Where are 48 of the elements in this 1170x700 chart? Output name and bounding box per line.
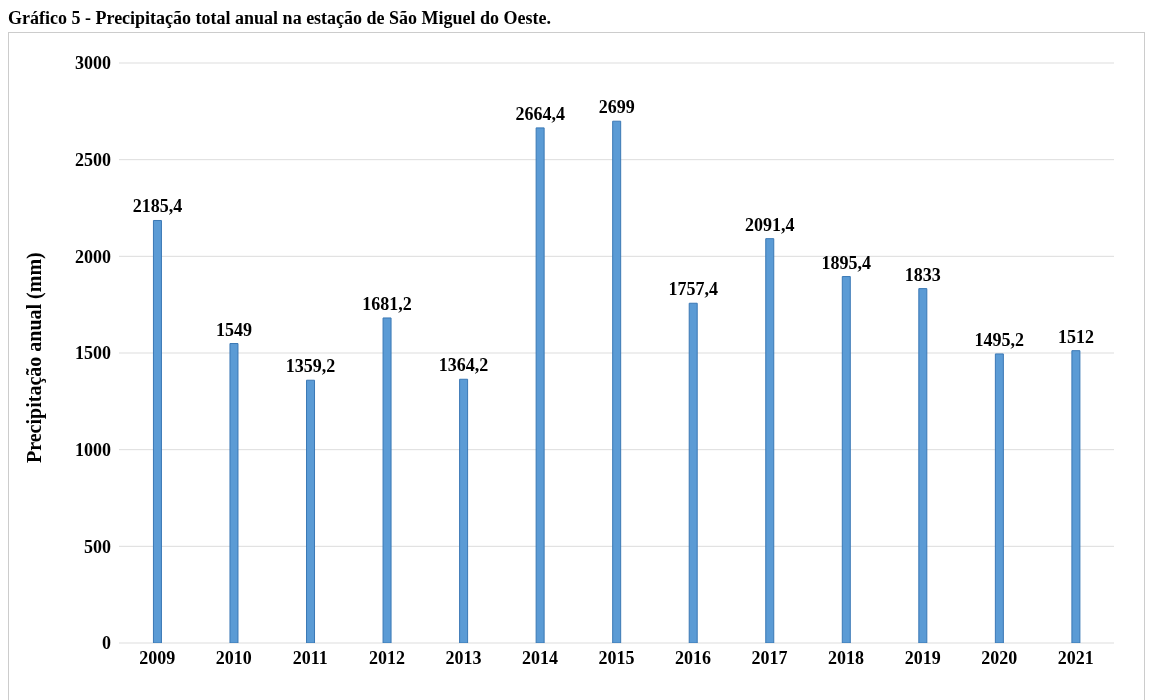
y-tick-label: 2500 <box>75 150 111 171</box>
y-tick-label: 1500 <box>75 343 111 364</box>
data-label: 2664,4 <box>515 103 565 124</box>
data-label: 1364,2 <box>438 355 489 376</box>
y-tick-label: 500 <box>84 536 111 557</box>
bar <box>688 302 698 643</box>
bar <box>994 353 1004 643</box>
x-tick-label: 2017 <box>751 647 788 668</box>
y-tick-label: 2000 <box>75 246 111 267</box>
x-tick-label: 2014 <box>521 647 558 668</box>
bar <box>229 343 239 643</box>
x-tick-label: 2015 <box>598 647 635 668</box>
bar <box>382 317 392 643</box>
x-tick-label: 2012 <box>368 647 405 668</box>
bar <box>841 276 851 643</box>
bar <box>152 219 162 643</box>
x-tick-label: 2009 <box>139 647 176 668</box>
y-axis-title: Precipitação anual (mm) <box>23 252 47 463</box>
data-label: 1495,2 <box>974 329 1025 350</box>
data-label: 1895,4 <box>821 252 872 273</box>
bar <box>459 378 469 643</box>
data-label: 1681,2 <box>362 293 412 314</box>
bar <box>765 238 775 643</box>
data-label: 1549 <box>215 319 252 340</box>
data-label: 2185,4 <box>132 196 183 217</box>
bar <box>1071 350 1081 643</box>
x-tick-label: 2013 <box>445 647 482 668</box>
data-label: 2699 <box>598 97 635 118</box>
bar <box>535 127 545 643</box>
y-tick-label: 3000 <box>75 53 111 74</box>
data-label: 1757,4 <box>668 279 718 300</box>
y-tick-label: 1000 <box>75 440 111 461</box>
y-tick-label: 0 <box>102 633 111 654</box>
data-label: 1359,2 <box>285 356 336 377</box>
data-label: 1512 <box>1057 326 1094 347</box>
x-tick-label: 2020 <box>981 647 1018 668</box>
x-tick-label: 2021 <box>1057 647 1094 668</box>
x-tick-label: 2018 <box>828 647 865 668</box>
bar <box>306 379 316 643</box>
x-tick-label: 2016 <box>675 647 712 668</box>
data-label: 2091,4 <box>745 214 795 235</box>
bar <box>918 288 928 643</box>
x-tick-label: 2019 <box>904 647 941 668</box>
bar <box>612 120 622 643</box>
x-tick-label: 2010 <box>215 647 252 668</box>
x-tick-label: 2011 <box>292 647 328 668</box>
data-label: 1833 <box>904 264 941 285</box>
chart-title: Gráfico 5 - Precipitação total anual na estação de São Miguel do Oeste. <box>8 8 553 30</box>
